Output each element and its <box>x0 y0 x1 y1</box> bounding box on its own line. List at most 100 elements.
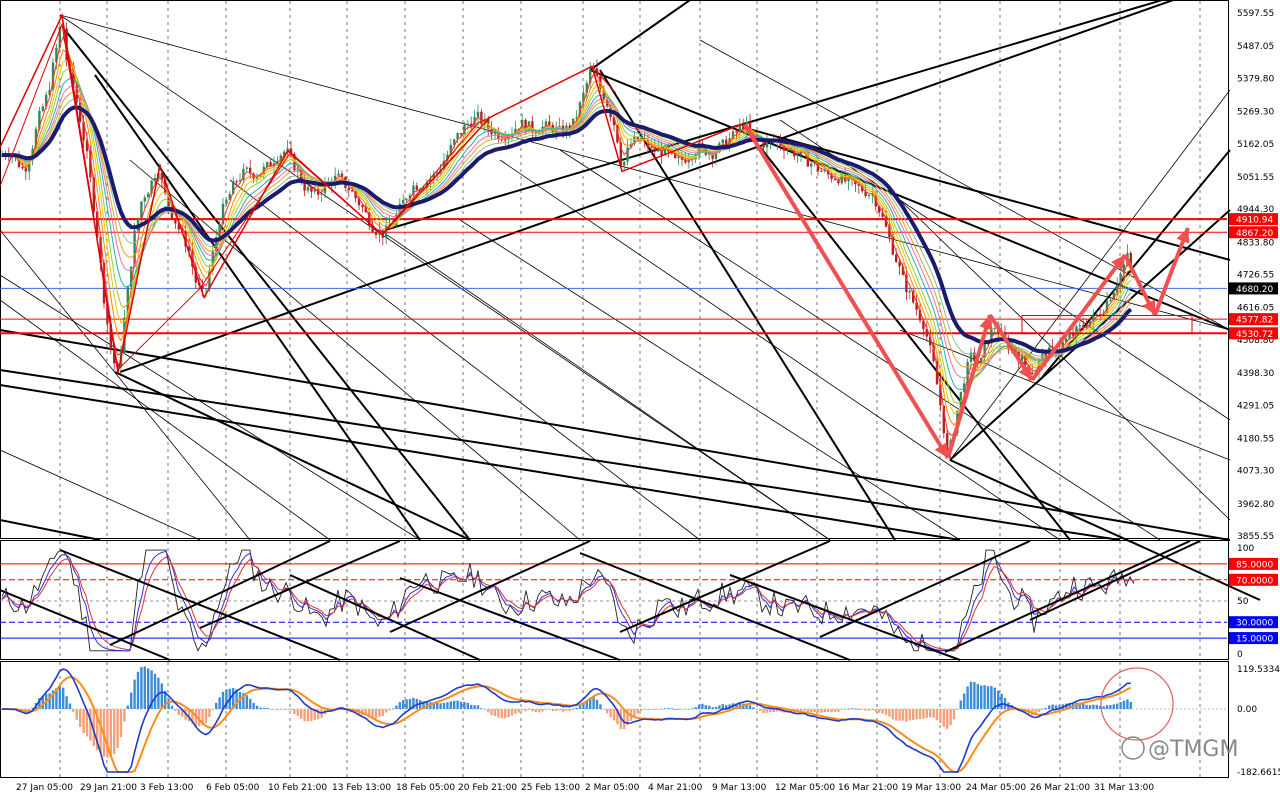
candle-body <box>340 173 344 177</box>
candle-body <box>436 172 439 174</box>
macd-histogram-bar <box>232 688 235 709</box>
macd-histogram-bar <box>786 709 789 713</box>
candle-body <box>935 361 939 385</box>
macd-histogram-bar <box>201 709 204 726</box>
candle-body <box>480 111 483 125</box>
candle-body <box>735 131 738 133</box>
candle-body <box>408 195 412 200</box>
ribbon-ma <box>1 35 1132 436</box>
macd-histogram-bar <box>667 708 670 709</box>
macd-histogram-bar <box>714 706 718 709</box>
macd-histogram-bar <box>531 709 534 712</box>
macd-histogram-bar <box>650 709 653 710</box>
macd-histogram-bar <box>153 673 157 709</box>
macd-tick-label: 0.00 <box>1237 705 1257 715</box>
macd-histogram-bar <box>1105 705 1109 709</box>
macd-histogram-bar <box>701 703 704 709</box>
macd-histogram-bar <box>395 705 398 709</box>
price-panel <box>0 22 1227 459</box>
macd-histogram-bar <box>385 709 388 713</box>
macd-histogram-bar <box>612 709 616 721</box>
stochastic-frame <box>0 540 1229 660</box>
candle-body <box>548 121 551 125</box>
macd-histogram-bar <box>164 690 167 709</box>
macd-histogram-bar <box>772 709 775 713</box>
macd-histogram-bar <box>1048 705 1051 709</box>
macd-histogram-bar <box>599 704 602 709</box>
candle-body <box>306 187 310 191</box>
candle-body <box>453 139 456 145</box>
zigzag-line <box>0 22 617 371</box>
macd-histogram-bar <box>89 709 92 741</box>
stochastic-level-tag-label: 70.0000 <box>1236 576 1273 586</box>
macd-histogram-bar <box>704 705 707 709</box>
macd-histogram-bar <box>211 709 214 710</box>
trendline <box>589 69 1231 331</box>
trendline <box>949 209 1231 461</box>
macd-histogram-bar <box>62 687 65 709</box>
candle-body <box>446 154 449 161</box>
slow-ma <box>2 105 1133 354</box>
macd-histogram-bar <box>504 709 507 719</box>
macd-histogram-bar <box>466 702 469 709</box>
candle-body <box>242 168 245 180</box>
macd-histogram-bar <box>303 709 306 722</box>
macd-histogram-bar <box>218 697 221 709</box>
macd-histogram-bar <box>905 709 908 722</box>
macd-histogram-bar <box>286 709 289 710</box>
trendline-thin <box>499 159 1061 541</box>
macd-histogram-bar <box>483 709 486 710</box>
macd-histogram-bar <box>908 709 911 721</box>
macd-histogram-bar <box>38 698 41 709</box>
candle-body <box>289 148 293 155</box>
candle-body <box>1105 300 1109 313</box>
macd-histogram-bar <box>221 691 225 709</box>
macd-histogram-bar <box>235 689 238 709</box>
candle-body <box>303 182 306 191</box>
candle-body <box>514 128 517 134</box>
macd-histogram-bar <box>167 698 170 709</box>
price-tick-label: 5051.55 <box>1237 173 1274 183</box>
candle-body <box>983 344 986 358</box>
macd-histogram-bar <box>935 709 939 721</box>
date-tick-label: 24 Mar 05:00 <box>966 783 1026 793</box>
candle-body <box>837 179 840 184</box>
trendline-thin <box>0 449 201 541</box>
macd-histogram-bar <box>109 709 112 758</box>
macd-histogram-bar <box>827 709 830 712</box>
macd-histogram-bar <box>643 709 646 710</box>
candle-body <box>714 152 718 159</box>
candle-body <box>908 290 911 293</box>
macd-histogram-bar <box>847 708 850 710</box>
trendline <box>0 519 101 541</box>
candle-body <box>150 180 153 194</box>
macd-histogram-bar <box>854 708 857 710</box>
macd-histogram-bar <box>473 705 476 709</box>
macd-histogram-bar <box>116 709 119 748</box>
candle-body <box>895 254 898 262</box>
stochastic-trendline <box>729 574 961 661</box>
macd-histogram-bar <box>898 709 901 721</box>
macd-histogram-bar <box>405 699 408 709</box>
candle-body <box>177 223 180 230</box>
macd-histogram-bar <box>534 709 537 713</box>
candle-body <box>218 223 221 238</box>
candle-body <box>51 62 55 90</box>
candle-body <box>34 128 38 149</box>
macd-histogram-bar <box>490 709 493 716</box>
macd-histogram-bar <box>752 707 755 709</box>
macd-histogram-bar <box>1099 705 1102 709</box>
macd-histogram-bar <box>160 683 163 709</box>
macd-histogram-bar <box>293 709 296 715</box>
macd-histogram-bar <box>602 709 605 710</box>
trendline-thin <box>129 159 581 541</box>
candle-body <box>364 207 367 213</box>
candle-body <box>942 405 945 434</box>
arrow-head <box>979 315 993 331</box>
candle-body <box>449 144 452 155</box>
candle-body <box>636 136 639 140</box>
macd-histogram-bar <box>1058 705 1061 709</box>
macd-histogram-bar <box>1088 705 1092 709</box>
macd-histogram-bar <box>592 697 595 709</box>
